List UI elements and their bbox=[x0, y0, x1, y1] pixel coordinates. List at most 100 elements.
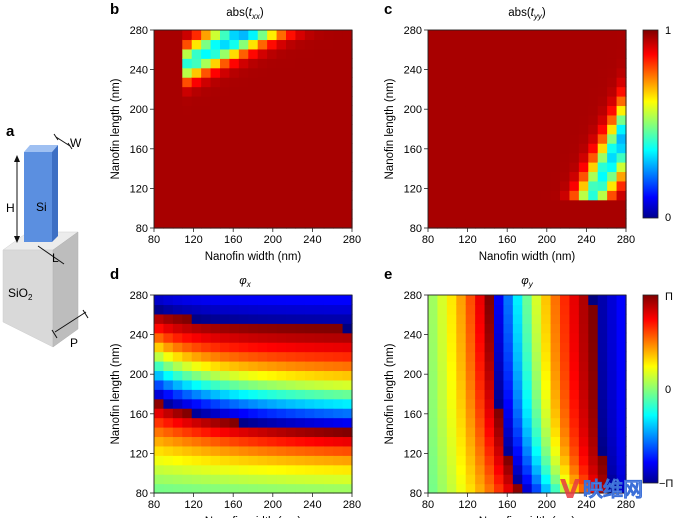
heatmap-cell bbox=[267, 332, 278, 343]
heatmap-cell bbox=[560, 313, 571, 324]
heatmap-cell bbox=[182, 427, 193, 438]
heatmap-cell bbox=[512, 152, 523, 163]
heatmap-cell bbox=[323, 58, 334, 69]
heatmap-cell bbox=[597, 483, 608, 494]
heatmap-cell bbox=[446, 133, 457, 144]
heatmap-cell bbox=[512, 351, 523, 362]
heatmap-cell bbox=[484, 332, 495, 343]
heatmap-cell bbox=[267, 48, 278, 59]
heatmap-cell bbox=[257, 162, 268, 173]
heatmap-cell bbox=[286, 474, 297, 485]
heatmap-cell bbox=[522, 304, 533, 315]
heatmap-cell bbox=[531, 114, 542, 125]
heatmap-cell bbox=[456, 133, 467, 144]
heatmap-cell bbox=[210, 114, 221, 125]
y-tick-label: 160 bbox=[404, 144, 422, 156]
heatmap-cell bbox=[333, 464, 344, 475]
heatmap-cell bbox=[503, 427, 514, 438]
heatmap-cell bbox=[304, 474, 315, 485]
heatmap-cell bbox=[456, 370, 467, 381]
heatmap-cell bbox=[342, 190, 353, 201]
heatmap-cell bbox=[210, 124, 221, 135]
heatmap-cell bbox=[428, 436, 439, 447]
heatmap-cell bbox=[229, 48, 240, 59]
heatmap-cell bbox=[182, 304, 193, 315]
heatmap-cell bbox=[541, 436, 552, 447]
heatmap-cell bbox=[323, 114, 334, 125]
x-tick-label: 240 bbox=[303, 499, 321, 511]
heatmap-cell bbox=[314, 398, 325, 409]
heatmap-cell bbox=[342, 143, 353, 154]
heatmap-cell bbox=[276, 190, 287, 201]
heatmap-cell bbox=[541, 58, 552, 69]
heatmap-cell bbox=[257, 48, 268, 59]
heatmap-cell bbox=[597, 342, 608, 353]
heatmap-cell bbox=[494, 483, 505, 494]
heatmap-cell bbox=[512, 483, 523, 494]
heatmap-cell bbox=[248, 133, 259, 144]
heatmap-cell bbox=[172, 209, 183, 220]
heatmap-cell bbox=[437, 474, 448, 485]
heatmap-cell bbox=[248, 86, 259, 97]
heatmap-cell bbox=[522, 143, 533, 154]
heatmap-cell bbox=[172, 323, 183, 334]
heatmap-cell bbox=[210, 295, 221, 306]
heatmap-cell bbox=[276, 408, 287, 419]
heatmap-cell bbox=[465, 408, 476, 419]
heatmap-cell bbox=[475, 190, 486, 201]
heatmap-cell bbox=[276, 152, 287, 163]
heatmap-cell bbox=[248, 342, 259, 353]
heatmap-cell bbox=[616, 483, 627, 494]
heatmap-cell bbox=[172, 39, 183, 50]
heatmap-cell bbox=[342, 408, 353, 419]
heatmap-cell bbox=[512, 48, 523, 59]
heatmap-cell bbox=[437, 313, 448, 324]
heatmap-cell bbox=[475, 162, 486, 173]
heatmap-cell bbox=[182, 417, 193, 428]
heatmap-cell bbox=[295, 152, 306, 163]
heatmap-cell bbox=[238, 30, 249, 41]
heatmap-cell bbox=[484, 190, 495, 201]
heatmap-cell bbox=[229, 124, 240, 135]
heatmap-cell bbox=[286, 190, 297, 201]
heatmap-cell bbox=[342, 105, 353, 116]
heatmap-cell bbox=[607, 351, 618, 362]
heatmap-cell bbox=[342, 445, 353, 456]
heatmap-cell bbox=[182, 342, 193, 353]
heatmap-cell bbox=[569, 152, 580, 163]
heatmap-cell bbox=[182, 361, 193, 372]
heatmap-cell bbox=[446, 39, 457, 50]
heatmap-cell bbox=[248, 408, 259, 419]
heatmap-cell bbox=[446, 370, 457, 381]
heatmap-cell bbox=[541, 114, 552, 125]
heatmap-cell bbox=[154, 48, 165, 59]
heatmap-cell bbox=[560, 209, 571, 220]
heatmap-cell bbox=[163, 436, 174, 447]
heatmap-cell bbox=[276, 218, 287, 229]
heatmap-cell bbox=[182, 295, 193, 306]
heatmap-cell bbox=[163, 114, 174, 125]
heatmap-cell bbox=[229, 180, 240, 191]
heatmap-cell bbox=[512, 114, 523, 125]
heatmap-cell bbox=[257, 417, 268, 428]
heatmap-cell bbox=[560, 77, 571, 88]
heatmap-cell bbox=[607, 436, 618, 447]
heatmap-cell bbox=[314, 436, 325, 447]
heatmap-cell bbox=[304, 190, 315, 201]
x-tick-label: 160 bbox=[498, 234, 516, 246]
heatmap-cell bbox=[512, 295, 523, 306]
heatmap-cell bbox=[154, 39, 165, 50]
heatmap-cell bbox=[314, 445, 325, 456]
heatmap-cell bbox=[531, 218, 542, 229]
heatmap-cell bbox=[295, 218, 306, 229]
heatmap-cell bbox=[607, 190, 618, 201]
heatmap-cell bbox=[475, 67, 486, 78]
heatmap-cell bbox=[578, 398, 589, 409]
heatmap-cell bbox=[560, 105, 571, 116]
heatmap-cell bbox=[154, 152, 165, 163]
heatmap-cell bbox=[295, 323, 306, 334]
heatmap-cell bbox=[484, 180, 495, 191]
heatmap-cell bbox=[607, 304, 618, 315]
heatmap-cell bbox=[154, 427, 165, 438]
heatmap-cell bbox=[446, 332, 457, 343]
